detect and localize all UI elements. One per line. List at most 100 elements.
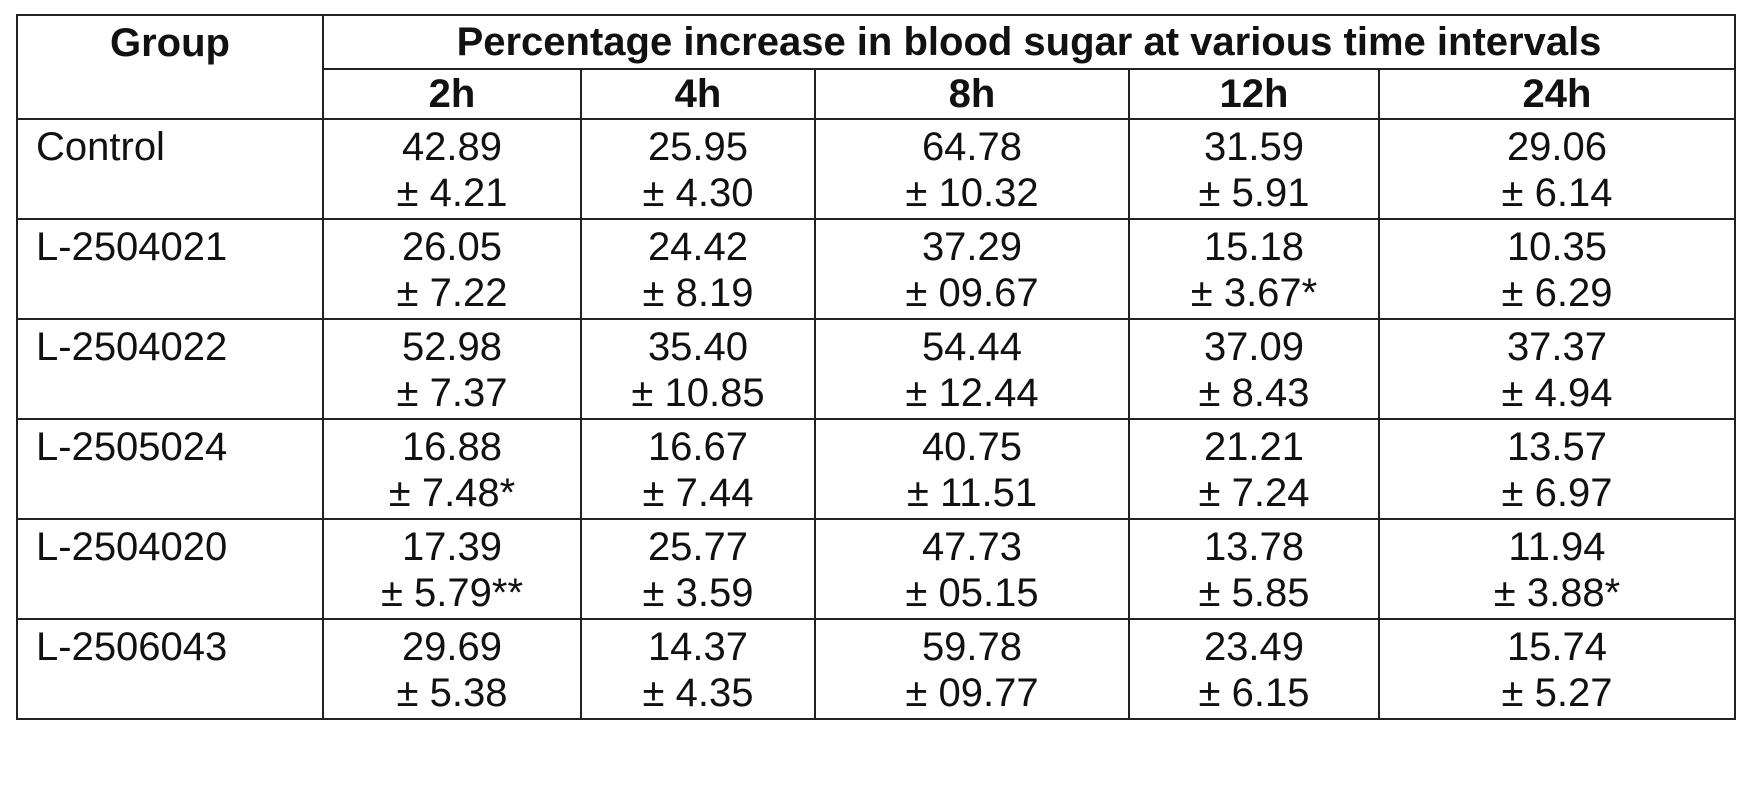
value-cell-4h: 25.77± 3.59 xyxy=(581,519,815,619)
table-row: L-250402252.98± 7.3735.40± 10.8554.44± 1… xyxy=(17,319,1735,419)
value-cell-4h: 24.42± 8.19 xyxy=(581,219,815,319)
value-cell-24h: 13.57± 6.97 xyxy=(1379,419,1735,519)
sd-value: ± 5.85 xyxy=(1130,570,1378,616)
mean-value: 54.44 xyxy=(816,324,1128,370)
group-name-cell: L-2504022 xyxy=(17,319,323,419)
sd-value: ± 3.88* xyxy=(1380,570,1734,616)
blood-sugar-table: Group Percentage increase in blood sugar… xyxy=(16,14,1736,720)
value-cell-24h: 29.06± 6.14 xyxy=(1379,119,1735,219)
sd-value: ± 7.24 xyxy=(1130,470,1378,516)
value-cell-8h: 40.75± 11.51 xyxy=(815,419,1129,519)
value-cell-4h: 25.95± 4.30 xyxy=(581,119,815,219)
blood-sugar-table-container: Group Percentage increase in blood sugar… xyxy=(16,14,1736,720)
mean-value: 10.35 xyxy=(1380,224,1734,270)
sd-value: ± 6.29 xyxy=(1380,270,1734,316)
value-cell-2h: 17.39± 5.79** xyxy=(323,519,581,619)
sd-value: ± 6.15 xyxy=(1130,670,1378,716)
value-cell-2h: 26.05± 7.22 xyxy=(323,219,581,319)
mean-value: 47.73 xyxy=(816,524,1128,570)
mean-value: 26.05 xyxy=(324,224,580,270)
sd-value: ± 7.48* xyxy=(324,470,580,516)
sd-value: ± 09.67 xyxy=(816,270,1128,316)
sd-value: ± 12.44 xyxy=(816,370,1128,416)
value-cell-2h: 29.69± 5.38 xyxy=(323,619,581,719)
table-row: L-250402126.05± 7.2224.42± 8.1937.29± 09… xyxy=(17,219,1735,319)
value-cell-8h: 37.29± 09.67 xyxy=(815,219,1129,319)
mean-value: 37.29 xyxy=(816,224,1128,270)
group-name-cell: L-2504020 xyxy=(17,519,323,619)
value-cell-2h: 42.89± 4.21 xyxy=(323,119,581,219)
sd-value: ± 10.32 xyxy=(816,170,1128,216)
mean-value: 21.21 xyxy=(1130,424,1378,470)
sd-value: ± 5.79** xyxy=(324,570,580,616)
time-header-12h: 12h xyxy=(1129,69,1379,119)
value-cell-24h: 10.35± 6.29 xyxy=(1379,219,1735,319)
sd-value: ± 11.51 xyxy=(816,470,1128,516)
mean-value: 13.78 xyxy=(1130,524,1378,570)
mean-value: 59.78 xyxy=(816,624,1128,670)
mean-value: 24.42 xyxy=(582,224,814,270)
time-header-8h: 8h xyxy=(815,69,1129,119)
sd-value: ± 5.38 xyxy=(324,670,580,716)
mean-value: 15.18 xyxy=(1130,224,1378,270)
mean-value: 14.37 xyxy=(582,624,814,670)
table-body: Control42.89± 4.2125.95± 4.3064.78± 10.3… xyxy=(17,119,1735,719)
mean-value: 35.40 xyxy=(582,324,814,370)
value-cell-4h: 14.37± 4.35 xyxy=(581,619,815,719)
value-cell-24h: 37.37± 4.94 xyxy=(1379,319,1735,419)
value-cell-2h: 16.88± 7.48* xyxy=(323,419,581,519)
header-row-top: Group Percentage increase in blood sugar… xyxy=(17,15,1735,69)
sd-value: ± 4.21 xyxy=(324,170,580,216)
value-cell-12h: 21.21± 7.24 xyxy=(1129,419,1379,519)
time-header-2h: 2h xyxy=(323,69,581,119)
sd-value: ± 5.91 xyxy=(1130,170,1378,216)
group-name-cell: L-2505024 xyxy=(17,419,323,519)
mean-value: 23.49 xyxy=(1130,624,1378,670)
table-row: Control42.89± 4.2125.95± 4.3064.78± 10.3… xyxy=(17,119,1735,219)
value-cell-24h: 15.74± 5.27 xyxy=(1379,619,1735,719)
value-cell-8h: 47.73± 05.15 xyxy=(815,519,1129,619)
time-header-24h: 24h xyxy=(1379,69,1735,119)
mean-value: 29.69 xyxy=(324,624,580,670)
table-row: L-250604329.69± 5.3814.37± 4.3559.78± 09… xyxy=(17,619,1735,719)
value-cell-24h: 11.94± 3.88* xyxy=(1379,519,1735,619)
value-cell-12h: 13.78± 5.85 xyxy=(1129,519,1379,619)
sd-value: ± 7.22 xyxy=(324,270,580,316)
sd-value: ± 5.27 xyxy=(1380,670,1734,716)
mean-value: 37.09 xyxy=(1130,324,1378,370)
mean-value: 29.06 xyxy=(1380,124,1734,170)
mean-value: 31.59 xyxy=(1130,124,1378,170)
sd-value: ± 3.59 xyxy=(582,570,814,616)
time-interval-span-header: Percentage increase in blood sugar at va… xyxy=(323,15,1735,69)
group-name-cell: Control xyxy=(17,119,323,219)
mean-value: 40.75 xyxy=(816,424,1128,470)
mean-value: 42.89 xyxy=(324,124,580,170)
value-cell-4h: 35.40± 10.85 xyxy=(581,319,815,419)
value-cell-4h: 16.67± 7.44 xyxy=(581,419,815,519)
sd-value: ± 4.94 xyxy=(1380,370,1734,416)
sd-value: ± 6.14 xyxy=(1380,170,1734,216)
mean-value: 16.88 xyxy=(324,424,580,470)
sd-value: ± 3.67* xyxy=(1130,270,1378,316)
sd-value: ± 05.15 xyxy=(816,570,1128,616)
mean-value: 13.57 xyxy=(1380,424,1734,470)
group-column-header: Group xyxy=(17,15,323,119)
value-cell-8h: 59.78± 09.77 xyxy=(815,619,1129,719)
sd-value: ± 8.19 xyxy=(582,270,814,316)
value-cell-8h: 64.78± 10.32 xyxy=(815,119,1129,219)
mean-value: 25.95 xyxy=(582,124,814,170)
table-row: L-250502416.88± 7.48*16.67± 7.4440.75± 1… xyxy=(17,419,1735,519)
value-cell-12h: 37.09± 8.43 xyxy=(1129,319,1379,419)
sd-value: ± 09.77 xyxy=(816,670,1128,716)
value-cell-12h: 15.18± 3.67* xyxy=(1129,219,1379,319)
value-cell-12h: 31.59± 5.91 xyxy=(1129,119,1379,219)
mean-value: 11.94 xyxy=(1380,524,1734,570)
value-cell-12h: 23.49± 6.15 xyxy=(1129,619,1379,719)
sd-value: ± 8.43 xyxy=(1130,370,1378,416)
mean-value: 15.74 xyxy=(1380,624,1734,670)
value-cell-8h: 54.44± 12.44 xyxy=(815,319,1129,419)
mean-value: 64.78 xyxy=(816,124,1128,170)
group-name-cell: L-2506043 xyxy=(17,619,323,719)
mean-value: 16.67 xyxy=(582,424,814,470)
value-cell-2h: 52.98± 7.37 xyxy=(323,319,581,419)
